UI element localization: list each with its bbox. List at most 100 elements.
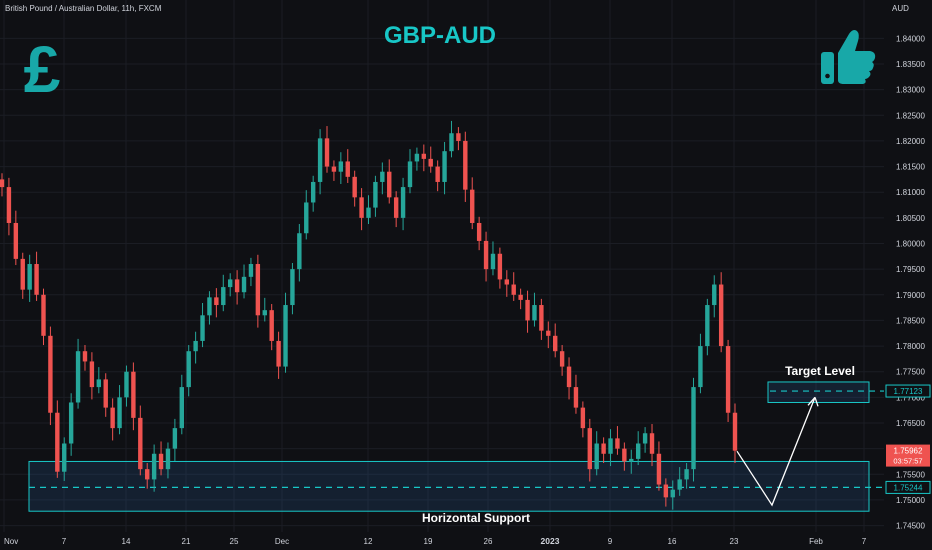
candle-body	[96, 379, 102, 388]
candle-body	[131, 371, 136, 418]
candle-body	[566, 366, 572, 388]
candle-body	[698, 346, 703, 388]
x-tick-label: 25	[230, 537, 239, 546]
candle-body	[186, 351, 191, 388]
candle-body	[414, 153, 420, 162]
candle-body	[221, 287, 226, 306]
candle-body	[629, 458, 634, 462]
candle-body	[0, 179, 5, 188]
projection-arrowhead	[807, 396, 819, 407]
candle-body	[75, 351, 81, 403]
x-tick-label: 16	[668, 537, 677, 546]
candle-body	[449, 133, 454, 152]
candle-body	[193, 340, 198, 352]
candle-body	[68, 402, 74, 444]
support-price-tag-box	[885, 480, 931, 494]
candle-body	[580, 407, 586, 429]
candle-body	[27, 264, 32, 290]
candle-body	[656, 453, 662, 485]
y-tick-label: 1.82500	[896, 111, 925, 120]
candle-body	[269, 310, 274, 341]
pound-sign-icon: £	[14, 30, 70, 106]
candle-body	[387, 171, 392, 198]
x-tick-label: 7	[62, 537, 67, 546]
candle-body	[234, 279, 240, 293]
y-tick-label: 1.84000	[896, 34, 925, 43]
y-tick-label: 1.78500	[896, 316, 925, 325]
candle-body	[304, 202, 309, 234]
y-tick-label: 1.79000	[896, 291, 925, 300]
candle-body	[317, 138, 323, 182]
y-tick-label: 1.80500	[896, 214, 925, 223]
candle-body	[393, 197, 399, 218]
candle-body	[34, 264, 39, 295]
y-tick-label: 1.81000	[896, 188, 925, 197]
candle-body	[670, 489, 675, 498]
candle-body	[622, 448, 627, 462]
projection-path	[736, 397, 816, 507]
candle-body	[276, 340, 281, 367]
candle-body	[615, 438, 620, 449]
candle-body	[573, 387, 579, 408]
x-tick-label: 2023	[541, 536, 560, 546]
candle-body	[145, 469, 150, 480]
candle-body	[608, 438, 613, 454]
last-price-tag: 1.75962	[894, 447, 923, 456]
x-tick-label: 23	[730, 537, 739, 546]
y-tick-label: 1.74500	[896, 522, 925, 531]
candle-body	[310, 181, 316, 203]
candle-body	[227, 279, 233, 288]
candle-body	[504, 279, 510, 285]
candle-body	[380, 171, 385, 182]
candle-body	[435, 166, 440, 182]
y-tick-label: 1.83500	[896, 60, 925, 69]
candle-body	[456, 133, 461, 141]
horizontal-support-label: Horizontal Support	[422, 511, 530, 525]
target-price-tag: 1.77123	[894, 387, 923, 396]
candle-body	[366, 207, 371, 218]
candle-body	[421, 153, 427, 159]
y-tick-label: 1.82000	[896, 137, 925, 146]
candle-body	[41, 294, 46, 336]
candle-body	[331, 166, 337, 172]
candle-body	[324, 138, 330, 167]
candle-body	[158, 453, 164, 470]
candle-body	[338, 161, 344, 172]
candle-body	[407, 161, 413, 188]
candle-body	[13, 222, 19, 259]
candle-body	[718, 284, 724, 347]
candle-body	[110, 407, 115, 429]
candle-body	[151, 453, 157, 480]
target-price-tag-box	[885, 384, 931, 398]
candle-body	[359, 197, 364, 218]
candle-body	[124, 371, 129, 398]
candle-body	[373, 181, 378, 208]
candle-body	[463, 140, 468, 190]
candle-body	[691, 387, 696, 470]
candle-body	[635, 443, 641, 459]
candle-body	[601, 443, 606, 454]
y-tick-label: 1.81500	[896, 163, 925, 172]
candle-body	[400, 187, 406, 218]
symbol-label: British Pound / Australian Dollar, 11h, …	[5, 4, 162, 13]
axis-currency-label: AUD	[892, 4, 909, 13]
y-tick-label: 1.77500	[896, 368, 925, 377]
x-tick-label: 21	[182, 537, 191, 546]
candle-body	[483, 240, 489, 270]
candle-body	[553, 335, 558, 352]
x-tick-label: 26	[484, 537, 493, 546]
candle-body	[297, 233, 302, 270]
target-level-label: Target Level	[785, 364, 855, 378]
candle-body	[20, 258, 25, 290]
y-tick-label: 1.75000	[896, 496, 925, 505]
candle-body	[442, 151, 447, 182]
candle-body	[546, 330, 551, 336]
candle-body	[117, 397, 122, 429]
candle-body	[428, 158, 433, 167]
support-price-tag: 1.75244	[894, 483, 923, 492]
thumbs-up-icon	[818, 26, 880, 88]
candle-body	[677, 479, 682, 490]
x-tick-label: 12	[364, 537, 373, 546]
